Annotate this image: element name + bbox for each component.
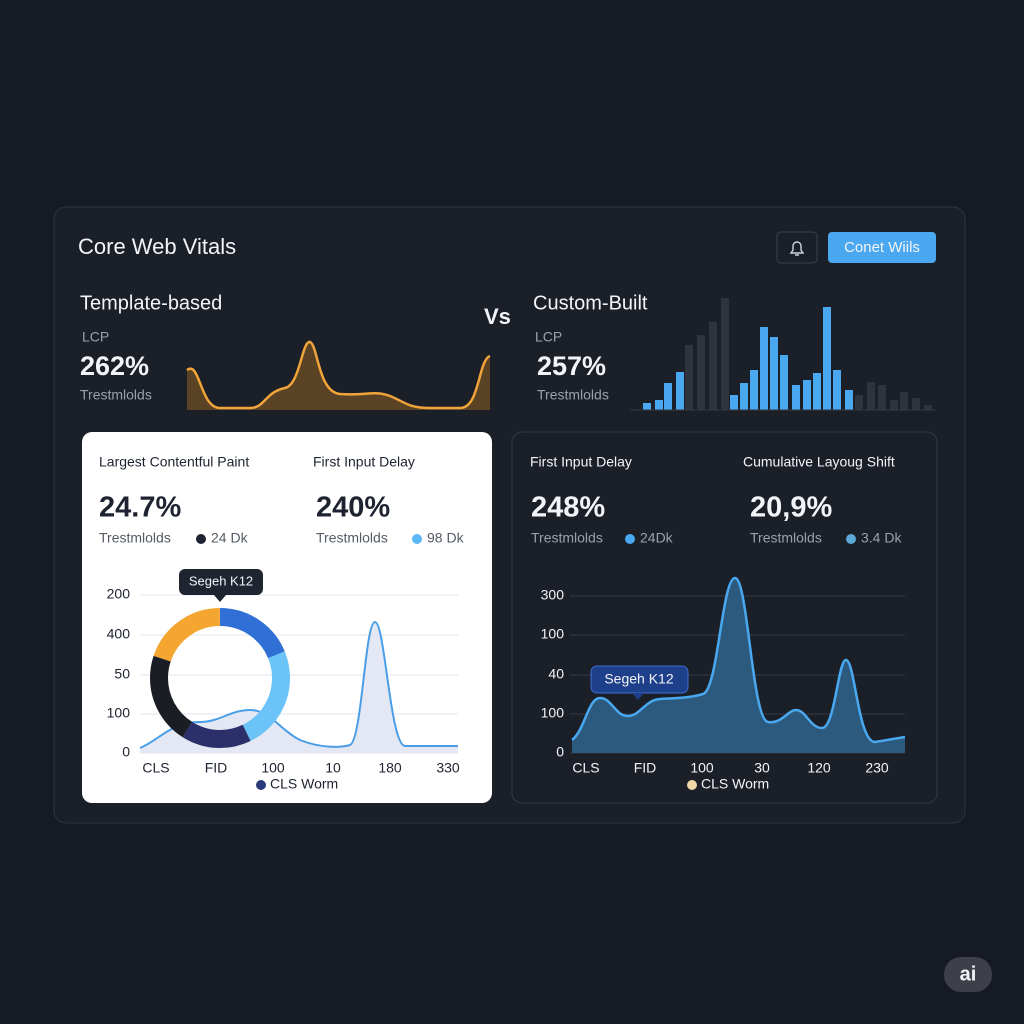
x-label: 30 xyxy=(754,760,770,776)
metric-label: First Input Delay xyxy=(313,454,415,470)
metric-value: 20,9% xyxy=(750,492,832,524)
metric-label: Largest Contentful Paint xyxy=(99,454,249,470)
x-label: 230 xyxy=(865,760,889,776)
primary-button[interactable] xyxy=(828,232,936,263)
title: Core Web Vitals xyxy=(78,234,236,259)
y-label: 100 xyxy=(541,626,565,642)
y-label: 50 xyxy=(114,666,130,682)
metric-legend: 3.4 Dk xyxy=(861,530,902,546)
tooltip-arrow xyxy=(632,693,644,700)
x-label: 100 xyxy=(261,760,285,776)
metric-label: Cumulative Layoug Shift xyxy=(743,454,895,470)
metric-value: 248% xyxy=(531,492,605,524)
metric-value: 240% xyxy=(316,492,390,524)
x-label: CLS xyxy=(572,760,599,776)
y-label: 0 xyxy=(556,744,564,760)
summary-metric: LCP xyxy=(82,329,109,345)
x-label: 120 xyxy=(807,760,831,776)
ai-badge-label: ai xyxy=(960,963,977,985)
summary-note: Trestmlolds xyxy=(537,387,609,403)
metric-legend: 24 Dk xyxy=(211,530,249,546)
area xyxy=(572,578,905,753)
metric-note: Trestmlolds xyxy=(750,530,822,546)
x-label: FID xyxy=(634,760,657,776)
x-label: 10 xyxy=(325,760,341,776)
x-label: CLS xyxy=(142,760,169,776)
sparkline-area xyxy=(187,341,490,410)
tooltip-arrow xyxy=(214,595,226,602)
legend-label: CLS Worm xyxy=(701,776,769,792)
summary-title: Custom-Built xyxy=(533,292,648,314)
metric-note: Trestmlolds xyxy=(531,530,603,546)
metric-legend: 24Dk xyxy=(640,530,674,546)
tooltip-label: Segeh K12 xyxy=(604,671,673,687)
y-label: 100 xyxy=(107,705,131,721)
tooltip xyxy=(179,569,263,595)
bell-button[interactable] xyxy=(776,231,818,264)
legend-label: CLS Worm xyxy=(270,776,338,792)
metric-label: First Input Delay xyxy=(530,454,632,470)
legend-dot xyxy=(846,534,856,544)
y-label: 0 xyxy=(122,744,130,760)
legend-dot xyxy=(625,534,635,544)
metric-note: Trestmlolds xyxy=(99,530,171,546)
legend-dot xyxy=(256,780,266,790)
y-label: 200 xyxy=(107,586,131,602)
donut xyxy=(150,608,290,748)
y-label: 400 xyxy=(107,626,131,642)
bar-sparkline xyxy=(630,298,936,411)
vs-label: Vs xyxy=(484,304,511,329)
x-label: 100 xyxy=(690,760,714,776)
summary-title: Template-based xyxy=(80,292,222,314)
x-label: FID xyxy=(205,760,228,776)
legend-dot xyxy=(687,780,697,790)
area xyxy=(140,622,458,753)
bell-icon xyxy=(789,241,805,256)
button-label: Conet Wiils xyxy=(844,239,920,256)
tooltip-label: Segeh K12 xyxy=(189,573,253,588)
summary-value: 257% xyxy=(537,351,606,381)
summary-note: Trestmlolds xyxy=(80,387,152,403)
line xyxy=(571,576,906,744)
legend-dot xyxy=(196,534,206,544)
line xyxy=(139,620,458,749)
summary-value: 262% xyxy=(80,351,149,381)
ai-badge xyxy=(944,957,992,992)
summary-metric: LCP xyxy=(535,329,562,345)
sparkline xyxy=(186,340,491,410)
y-label: 300 xyxy=(541,587,565,603)
metric-note: Trestmlolds xyxy=(316,530,388,546)
metric-legend: 98 Dk xyxy=(427,530,465,546)
y-label: 40 xyxy=(548,666,564,682)
legend-dot xyxy=(412,534,422,544)
metric-value: 24.7% xyxy=(99,492,181,524)
x-label: 330 xyxy=(436,760,460,776)
x-label: 180 xyxy=(378,760,402,776)
y-label: 100 xyxy=(541,705,565,721)
